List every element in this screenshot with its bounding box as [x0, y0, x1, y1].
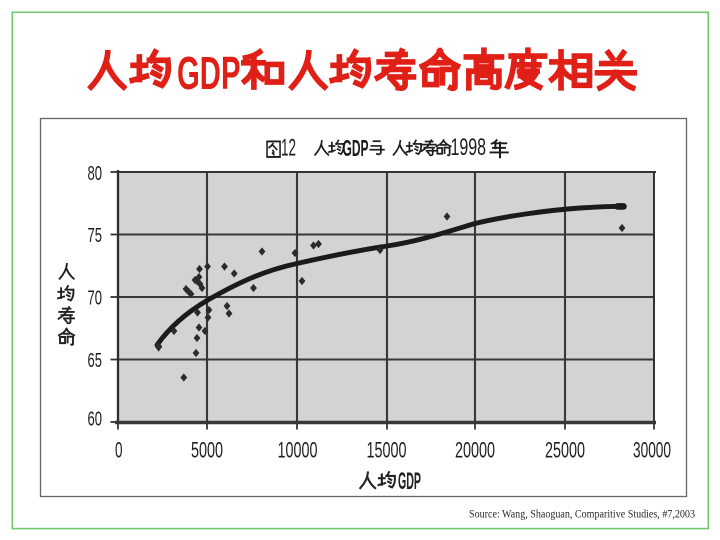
svg-text:GDP: GDP	[177, 48, 240, 99]
svg-text:20000: 20000	[455, 438, 495, 463]
svg-text:GDP: GDP	[398, 468, 421, 495]
svg-text:12: 12	[281, 135, 296, 162]
svg-text:GDP: GDP	[343, 135, 369, 161]
svg-text:25000: 25000	[545, 438, 585, 463]
svg-text:30000: 30000	[633, 438, 671, 463]
svg-text:80: 80	[88, 163, 103, 185]
svg-text:Source: Wang, Shaoguan, Compar: Source: Wang, Shaoguan, Comparitive Stud…	[469, 507, 695, 521]
svg-text:15000: 15000	[367, 438, 407, 463]
svg-text:0: 0	[115, 438, 123, 463]
svg-text:10000: 10000	[278, 438, 318, 463]
svg-text:1998: 1998	[451, 134, 487, 161]
svg-text:75: 75	[88, 225, 103, 247]
svg-text:70: 70	[88, 288, 103, 310]
svg-text:65: 65	[88, 350, 103, 372]
svg-text:60: 60	[88, 409, 103, 431]
svg-text:5000: 5000	[191, 438, 223, 463]
